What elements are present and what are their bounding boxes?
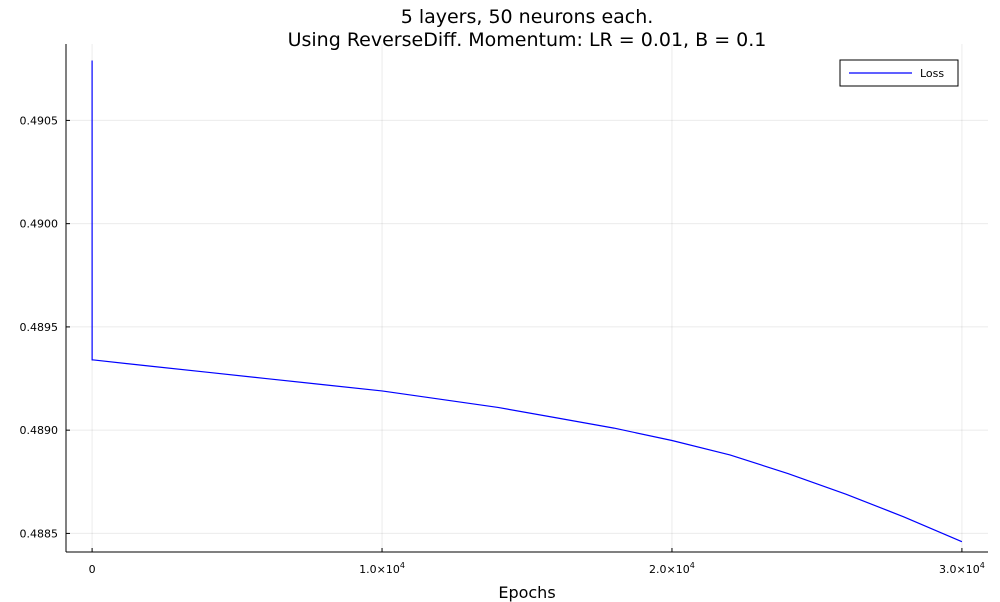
series-line-loss (91, 60, 963, 543)
y-tick-label-0: 0.4885 (20, 527, 59, 540)
x-tick-label-0: 0 (89, 563, 96, 576)
x-axis-label: Epochs (498, 583, 556, 602)
legend-label-0: Loss (920, 67, 944, 80)
grid-lines (66, 44, 988, 552)
chart-title-line-1: 5 layers, 50 neurons each. (400, 6, 654, 28)
x-tick-label-3: 3.0×104 (939, 561, 985, 576)
axes (65, 44, 988, 553)
chart-title-line-2: Using ReverseDiff. Momentum: LR = 0.01, … (287, 29, 767, 51)
series-group (91, 60, 963, 543)
y-axis-ticks: 0.4885 0.4890 0.4895 0.4900 0.4905 (20, 114, 70, 540)
y-tick-label-2: 0.4895 (20, 321, 59, 334)
x-tick-label-1: 1.0×104 (359, 561, 405, 576)
y-tick-label-1: 0.4890 (20, 424, 59, 437)
y-tick-label-4: 0.4905 (20, 114, 59, 127)
y-tick-label-3: 0.4900 (20, 218, 59, 231)
x-tick-label-2: 2.0×104 (649, 561, 695, 576)
x-axis-ticks: 0 1.0×104 2.0×104 3.0×104 (89, 548, 985, 576)
legend: Loss (839, 59, 959, 87)
